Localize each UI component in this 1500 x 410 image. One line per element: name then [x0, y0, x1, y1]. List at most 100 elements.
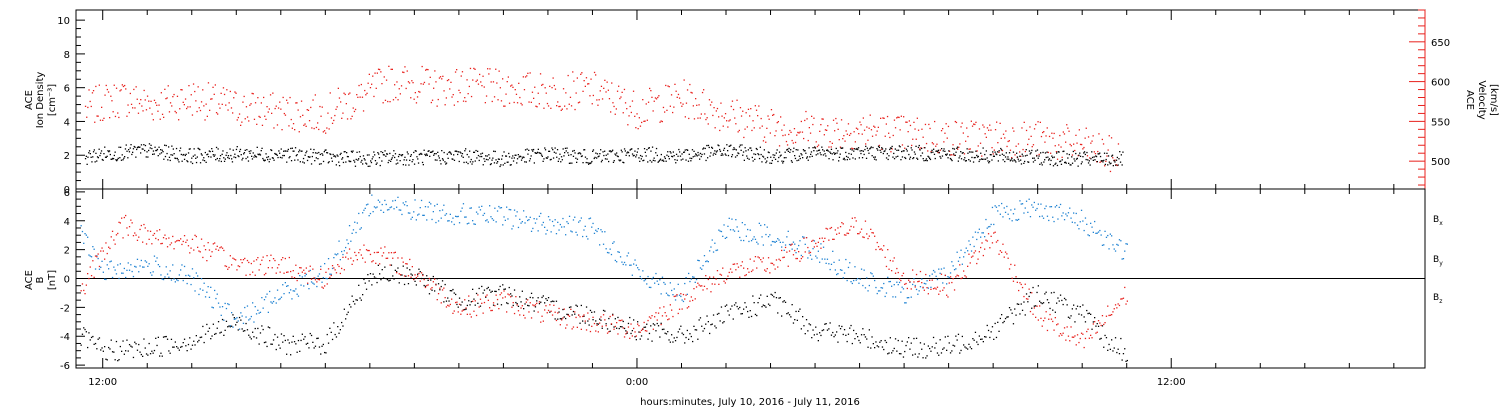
data-point-density	[193, 148, 195, 150]
data-point-velocity	[348, 93, 350, 95]
data-point-bx	[692, 340, 694, 343]
data-point-bz	[667, 319, 669, 321]
data-point-bz	[1008, 268, 1011, 270]
data-point-bz	[1079, 337, 1081, 340]
data-point-by	[689, 280, 691, 283]
data-point-by	[659, 279, 661, 281]
data-point-bz	[310, 278, 313, 280]
data-point-velocity	[365, 94, 367, 96]
data-point-density	[1014, 160, 1016, 162]
data-point-velocity	[240, 124, 242, 126]
data-point-bz	[487, 299, 489, 301]
data-point-bz	[588, 318, 590, 320]
data-point-bx	[821, 329, 823, 332]
data-point-density	[608, 160, 610, 163]
data-point-bx	[320, 353, 322, 355]
data-point-bz	[782, 256, 784, 259]
data-point-bx	[956, 339, 958, 341]
data-point-velocity	[1053, 132, 1055, 135]
data-point-velocity	[121, 84, 123, 86]
data-point-bz	[223, 249, 225, 252]
legend-by-sub: y	[1439, 260, 1443, 267]
data-point-bz	[1082, 333, 1084, 335]
data-point-velocity	[801, 131, 804, 133]
data-point-density	[884, 150, 886, 152]
data-point-bx	[859, 342, 861, 344]
data-point-velocity	[831, 142, 833, 144]
data-point-by	[640, 278, 643, 280]
data-point-bx	[299, 350, 301, 352]
data-point-velocity	[762, 140, 765, 142]
data-point-by	[139, 265, 141, 267]
data-point-by	[362, 212, 364, 214]
data-point-density	[585, 161, 587, 164]
data-point-velocity	[616, 90, 619, 92]
data-point-bx	[892, 350, 894, 352]
data-point-bx	[439, 289, 441, 291]
data-point-velocity	[235, 92, 237, 94]
data-point-bx	[159, 355, 161, 357]
data-point-density	[160, 149, 162, 151]
data-point-velocity	[615, 108, 617, 110]
data-point-density	[612, 149, 614, 151]
data-point-density	[650, 150, 652, 152]
data-point-velocity	[669, 105, 671, 107]
data-point-bx	[533, 310, 535, 312]
data-point-by	[837, 273, 839, 275]
data-point-density	[445, 162, 448, 164]
data-point-density	[610, 151, 612, 153]
data-point-bx	[901, 340, 903, 342]
data-point-velocity	[1039, 121, 1041, 123]
data-point-bx	[614, 318, 616, 320]
data-point-bz	[1067, 335, 1070, 337]
data-point-by	[236, 317, 238, 319]
data-point-density	[927, 155, 929, 157]
data-point-by	[625, 264, 627, 266]
data-point-bz	[640, 329, 643, 331]
data-point-by	[798, 244, 800, 247]
data-point-bx	[190, 348, 192, 350]
data-point-density	[690, 160, 692, 162]
data-point-bx	[972, 338, 974, 340]
data-point-velocity	[437, 98, 439, 101]
data-point-by	[547, 216, 550, 218]
data-point-bz	[671, 309, 673, 311]
data-point-bx	[681, 332, 683, 334]
data-point-by	[310, 281, 313, 283]
data-point-bx	[800, 328, 802, 330]
data-point-by	[812, 248, 814, 250]
data-point-density	[464, 150, 466, 152]
data-point-density	[1048, 158, 1051, 160]
data-point-by	[540, 212, 542, 215]
data-point-by	[1113, 248, 1115, 250]
data-point-by	[168, 276, 170, 278]
data-point-velocity	[821, 118, 823, 120]
data-point-bz	[470, 316, 472, 318]
data-point-density	[243, 153, 245, 155]
data-point-velocity	[257, 97, 259, 99]
data-point-density	[851, 149, 853, 151]
data-point-by	[948, 276, 950, 279]
data-point-velocity	[970, 120, 972, 122]
data-point-bx	[622, 320, 624, 323]
data-point-bx	[802, 316, 804, 318]
data-point-by	[477, 213, 479, 215]
data-point-by	[479, 209, 482, 211]
data-point-bx	[761, 306, 763, 308]
data-point-bz	[994, 231, 996, 233]
data-point-density	[88, 150, 91, 152]
data-point-velocity	[1061, 156, 1063, 158]
data-point-velocity	[84, 105, 87, 107]
data-point-by	[520, 222, 522, 224]
data-point-velocity	[488, 73, 490, 75]
data-point-density	[158, 146, 160, 148]
data-point-velocity	[364, 89, 366, 92]
data-point-bx	[583, 315, 585, 317]
data-point-by	[530, 230, 533, 232]
data-point-bx	[453, 292, 455, 294]
data-point-by	[749, 229, 751, 231]
data-point-velocity	[474, 68, 476, 70]
data-point-bz	[148, 238, 150, 240]
data-point-velocity	[456, 69, 458, 71]
data-point-bx	[752, 295, 754, 297]
